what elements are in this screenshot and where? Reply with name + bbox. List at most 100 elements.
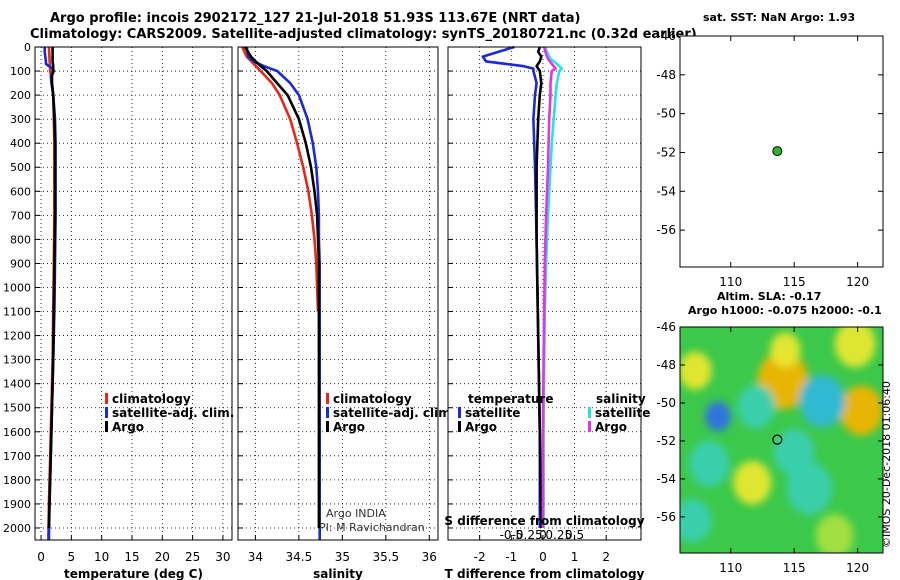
sla-anomaly-blob [799, 374, 845, 428]
map-y-tick-label: -56 [656, 510, 676, 524]
map-y-tick-label: -52 [656, 434, 676, 448]
sla-anomaly-blob [786, 462, 833, 515]
diff-legend-temp-argo-label: Argo [465, 420, 497, 434]
x-tick-label: 0 [539, 550, 547, 564]
sla-anomaly-blob [680, 498, 712, 543]
map-x-tick-label: 115 [783, 561, 806, 575]
series-line-temperature-argo [535, 46, 543, 529]
y-tick-label: 1500 [3, 402, 31, 415]
map-y-tick-label: -48 [656, 68, 676, 82]
argo-position-marker-sla [772, 434, 783, 445]
series-line-climatology [241, 46, 320, 312]
map-x-tick-label: 120 [846, 561, 869, 575]
map-y-tick-label: -46 [656, 320, 676, 334]
y-tick-label: 1700 [3, 450, 31, 463]
sla-anomaly-blob [680, 351, 712, 390]
plot-area [35, 47, 232, 540]
top-axis-label: S difference from climatology [444, 514, 644, 528]
plot-frame [34, 46, 233, 541]
y-tick-label: 700 [10, 209, 31, 222]
sla-anomaly-blob [688, 440, 730, 488]
sla-map-title-1: Altim. SLA: -0.17 [717, 290, 822, 303]
map-x-tick-label: 110 [719, 561, 742, 575]
series-line-argo [47, 47, 57, 529]
y-tick-label: 1400 [3, 378, 31, 391]
sal-legend-satellite-swatch [326, 407, 329, 418]
sal-legend-climatology-swatch [326, 393, 329, 404]
sst-map-title: sat. SST: NaN Argo: 1.93 [703, 11, 856, 24]
temp-legend-climatology-swatch [105, 393, 108, 404]
sla-anomaly-blob [815, 514, 854, 553]
sal-legend-argo-label: Argo [333, 420, 365, 434]
y-tick-label: 600 [10, 185, 31, 198]
sla-anomaly-blob [705, 401, 731, 431]
y-tick-label: 1000 [3, 281, 31, 294]
y-tick-label: 900 [10, 257, 31, 270]
map-frame [679, 35, 884, 268]
x-tick-label: 1 [571, 550, 579, 564]
diff-legend-sal-argo-label: Argo [595, 420, 627, 434]
sal-legend-satellite-label: satellite-adj. clim. [333, 406, 455, 420]
top-tick-label: 0.5 [565, 528, 584, 542]
y-tick-label: 1100 [3, 306, 31, 319]
figure-title-line-1: Argo profile: incois 2902172_127 21-Jul-… [50, 11, 581, 26]
sla-anomaly-blob [839, 385, 883, 436]
x-axis-label: temperature (deg C) [64, 567, 203, 580]
diff-legend-sal-satellite-swatch [588, 407, 591, 418]
sla-anomaly-blob [733, 460, 772, 505]
top-tick-label: 0 [539, 528, 547, 542]
y-tick-label: 400 [10, 137, 31, 150]
x-tick-label: -2 [474, 550, 486, 564]
y-tick-label: 1800 [3, 474, 31, 487]
sst-map-panel: 110 115 120 -46 -48 -50 -52 -54 -56 [656, 29, 884, 289]
x-tick-label: 25 [185, 550, 200, 564]
x-tick-label: 35 [335, 550, 350, 564]
y-tick-label: 0 [24, 41, 31, 54]
temperature-panel: 0 5 10 15 20 25 300100200300400500600700800900… [3, 41, 234, 580]
x-tick-label: 30 [215, 550, 230, 564]
figure-title-line-2: Climatology: CARS2009. Satellite-adjuste… [30, 27, 697, 42]
x-tick-label: 35.5 [372, 550, 399, 564]
x-axis-label: salinity [313, 567, 363, 580]
y-tick-label: 1300 [3, 354, 31, 367]
temp-legend-argo-label: Argo [112, 420, 144, 434]
y-tick-label: 1200 [3, 330, 31, 343]
x-tick-label: 2 [602, 550, 610, 564]
x-tick-label: -1 [505, 550, 517, 564]
sla-map-title-2: Argo h1000: -0.075 h2000: -0.1 [688, 304, 882, 317]
salinity-annotation-2: PI: M Ravichandran [319, 521, 425, 534]
map-y-tick-label: -46 [656, 29, 676, 43]
temp-legend-argo-swatch [105, 421, 108, 432]
x-axis-label: T difference from climatology [445, 567, 645, 580]
sla-map-panel: 110 115 120 -46 -48 -50 -52 -54 -56 [656, 320, 884, 575]
sal-legend-climatology-label: climatology [333, 392, 412, 406]
temp-legend-satellite-swatch [105, 407, 108, 418]
diff-legend-temp-satellite-swatch [458, 407, 461, 418]
series-line-salinity-argo [541, 46, 557, 528]
y-tick-label: 300 [10, 113, 31, 126]
sla-blobs [680, 327, 883, 553]
sal-legend-argo-swatch [326, 421, 329, 432]
map-y-tick-label: -54 [656, 472, 676, 486]
temp-legend-climatology-label: climatology [112, 392, 191, 406]
salinity-panel: 34 34.5 35 35.5 36 salinity climatologysatelli… [237, 46, 455, 580]
argo-position-marker [772, 146, 783, 157]
diff-legend-sal-title: salinity [596, 392, 646, 406]
diff-legend-sal-satellite-label: satellite [595, 406, 650, 420]
map-x-tick-label: 115 [783, 275, 806, 289]
map-y-tick-label: -48 [656, 358, 676, 372]
map-y-tick-label: -54 [656, 184, 676, 198]
x-tick-label: 0 [37, 550, 45, 564]
x-tick-label: 20 [155, 550, 170, 564]
y-tick-label: 2000 [3, 522, 31, 535]
sla-field [680, 327, 883, 553]
y-tick-label: 500 [10, 161, 31, 174]
plot-frame [447, 46, 642, 541]
y-tick-label: 800 [10, 233, 31, 246]
salinity-annotation-1: Argo INDIA [326, 507, 386, 520]
plot-frame [237, 46, 439, 541]
x-tick-label: 10 [94, 550, 109, 564]
diff-legend-sal-argo-swatch [588, 421, 591, 432]
sla-anomaly-blob [737, 384, 776, 429]
series-line-argo [243, 46, 321, 528]
